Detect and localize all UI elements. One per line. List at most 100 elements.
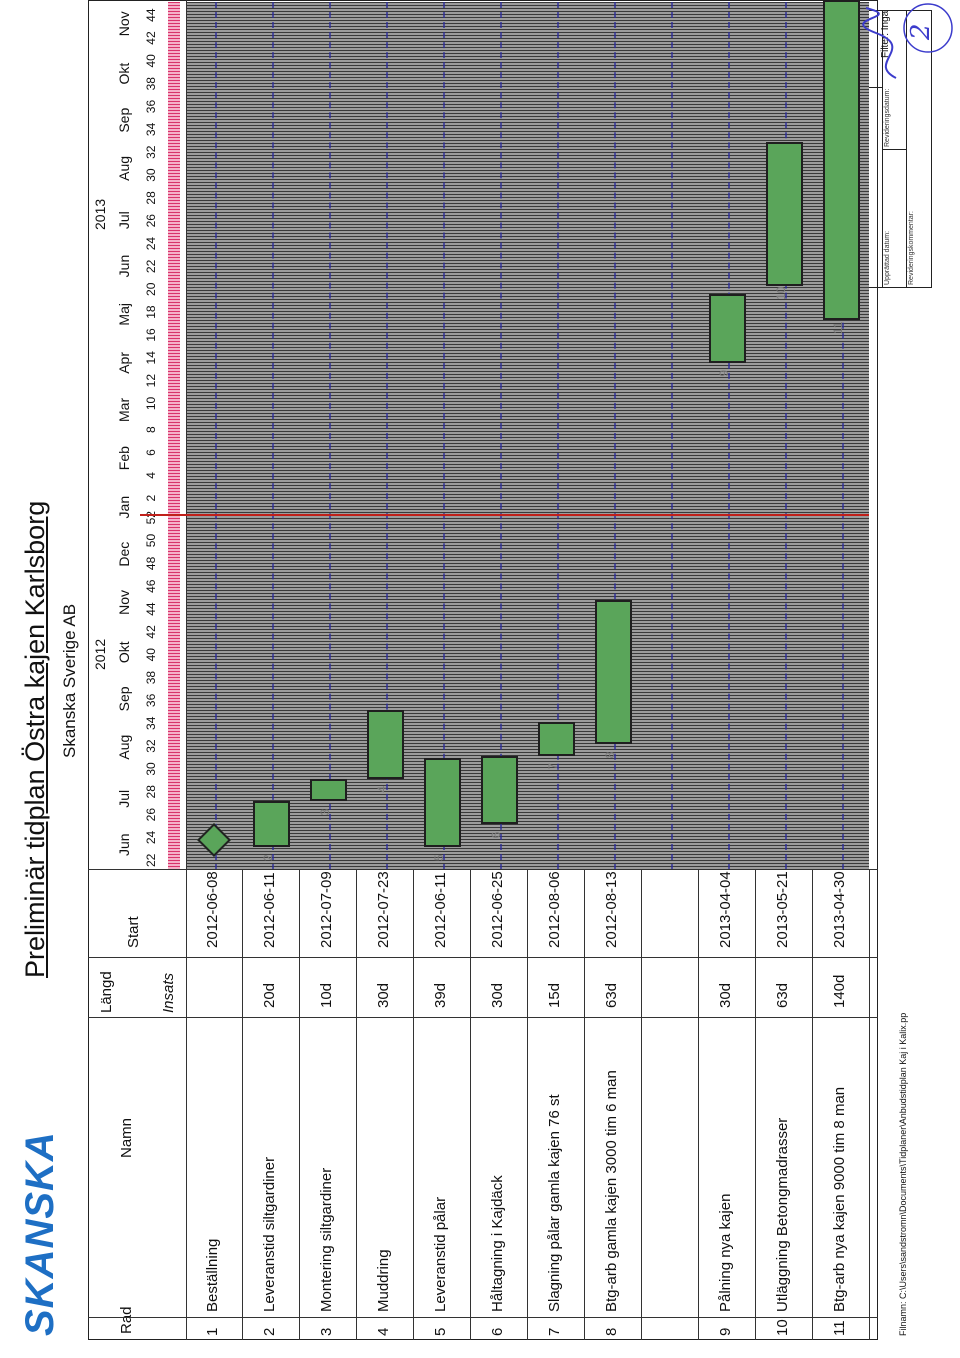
current-date-line	[140, 513, 869, 516]
row-number: 9	[717, 1327, 734, 1336]
task-start: 2012-06-11	[261, 872, 278, 948]
month-label: Mar	[116, 397, 132, 422]
task-bar	[253, 801, 290, 848]
week-label: 36	[144, 99, 158, 114]
task-duration: 140d	[831, 974, 848, 1008]
week-label: 34	[144, 716, 158, 730]
week-label: 6	[144, 449, 158, 456]
task-bar	[766, 142, 803, 286]
header-langd: Längd	[98, 971, 115, 1013]
month-label: Nov	[116, 11, 132, 37]
week-label: 22	[144, 853, 158, 867]
row-divider	[584, 870, 585, 1340]
task-name: Håltagning i Kajdäck	[489, 1175, 506, 1312]
week-label: 12	[144, 373, 158, 388]
row-number: 3	[318, 1327, 335, 1336]
task-duration: 63d	[774, 982, 791, 1008]
week-label: 44	[144, 602, 158, 616]
week-label: 48	[144, 556, 158, 571]
timeline-stripe	[168, 2, 180, 870]
month-label: Jun	[116, 833, 132, 856]
month-label: Jan	[116, 495, 132, 519]
month-label: Jul	[116, 789, 132, 808]
month-label: Aug	[116, 734, 132, 760]
week-label: 4	[144, 472, 158, 479]
row-number: 1	[204, 1327, 221, 1336]
task-bar-number: 3	[318, 808, 332, 816]
year-2013-label: 2013	[92, 198, 108, 230]
week-label: 26	[144, 807, 158, 822]
month-label: Okt	[116, 62, 132, 85]
month-label: Dec	[116, 541, 132, 567]
week-label: 22	[144, 259, 158, 274]
week-label: 38	[144, 77, 158, 91]
header-divider	[186, 0, 187, 1340]
upprattad-datum-cell: Upprättad datum:	[883, 149, 907, 287]
column-divider	[88, 869, 878, 870]
week-label: 40	[144, 54, 158, 68]
row-divider	[527, 870, 528, 1340]
month-label: Sep	[116, 107, 132, 133]
week-label: 36	[144, 693, 158, 708]
month-label: Jun	[116, 254, 132, 278]
row-number: 6	[489, 1327, 506, 1336]
row-guide-line	[727, 2, 730, 870]
task-start: 2013-04-04	[717, 871, 734, 948]
header-namn: Namn	[118, 1117, 135, 1158]
task-bar	[709, 294, 746, 363]
task-start: 2013-05-21	[774, 871, 791, 948]
task-name: Utläggning Betongmadrasser	[774, 1117, 791, 1312]
week-label: 50	[144, 533, 158, 548]
week-label: 10	[144, 396, 158, 411]
company-name: Skanska Sverige AB	[60, 603, 79, 758]
month-label: Feb	[116, 446, 132, 471]
task-bar	[823, 0, 860, 321]
row-guide-line	[328, 2, 331, 870]
row-divider	[356, 870, 357, 1340]
column-divider	[88, 1017, 878, 1018]
row-guide-line	[442, 2, 445, 870]
month-label: Apr	[116, 351, 132, 374]
task-start: 2012-08-13	[603, 871, 620, 948]
task-bar-number: 6	[489, 831, 503, 839]
task-name: Leveranstid pålar	[432, 1196, 449, 1312]
row-divider	[470, 870, 471, 1340]
row-guide-line	[784, 2, 787, 870]
task-start: 2013-04-30	[831, 871, 848, 948]
task-name: Pålning nya kajen	[717, 1193, 734, 1312]
task-start: 2012-06-25	[489, 871, 506, 948]
task-name: Btg-arb gamla kajen 3000 tim 6 man	[603, 1070, 620, 1312]
row-number: 8	[603, 1327, 620, 1336]
task-bar	[367, 710, 404, 779]
week-label: 32	[144, 739, 158, 753]
row-number: 5	[432, 1327, 449, 1336]
task-start: 2012-07-09	[318, 871, 335, 948]
task-bar-number: 4	[375, 785, 389, 793]
page-title: Preliminär tidplan Östra kajen Karlsborg	[20, 500, 50, 978]
row-guide-line	[271, 2, 274, 870]
row-divider	[812, 870, 813, 1340]
task-duration: 39d	[432, 982, 449, 1008]
row-divider	[869, 870, 870, 1340]
week-label: 30	[144, 168, 158, 182]
header-insats: Insats	[160, 972, 177, 1013]
task-duration: 30d	[375, 982, 392, 1008]
row-divider	[641, 870, 642, 1340]
column-divider	[88, 1317, 878, 1318]
week-label: 20	[144, 282, 158, 296]
task-bar	[424, 758, 461, 848]
task-bar-number: 2	[261, 854, 275, 862]
week-label: 24	[144, 236, 158, 251]
header-rad: Rad	[118, 1306, 135, 1334]
row-divider	[698, 870, 699, 1340]
task-duration: 30d	[717, 982, 734, 1008]
task-bar	[481, 755, 518, 825]
row-divider	[413, 870, 414, 1340]
week-label: 42	[144, 625, 158, 639]
row-guide-line	[670, 2, 673, 870]
task-start: 2012-06-08	[204, 871, 221, 948]
task-duration: 63d	[603, 982, 620, 1008]
row-number: 4	[375, 1327, 392, 1336]
month-label: Maj	[116, 303, 132, 326]
